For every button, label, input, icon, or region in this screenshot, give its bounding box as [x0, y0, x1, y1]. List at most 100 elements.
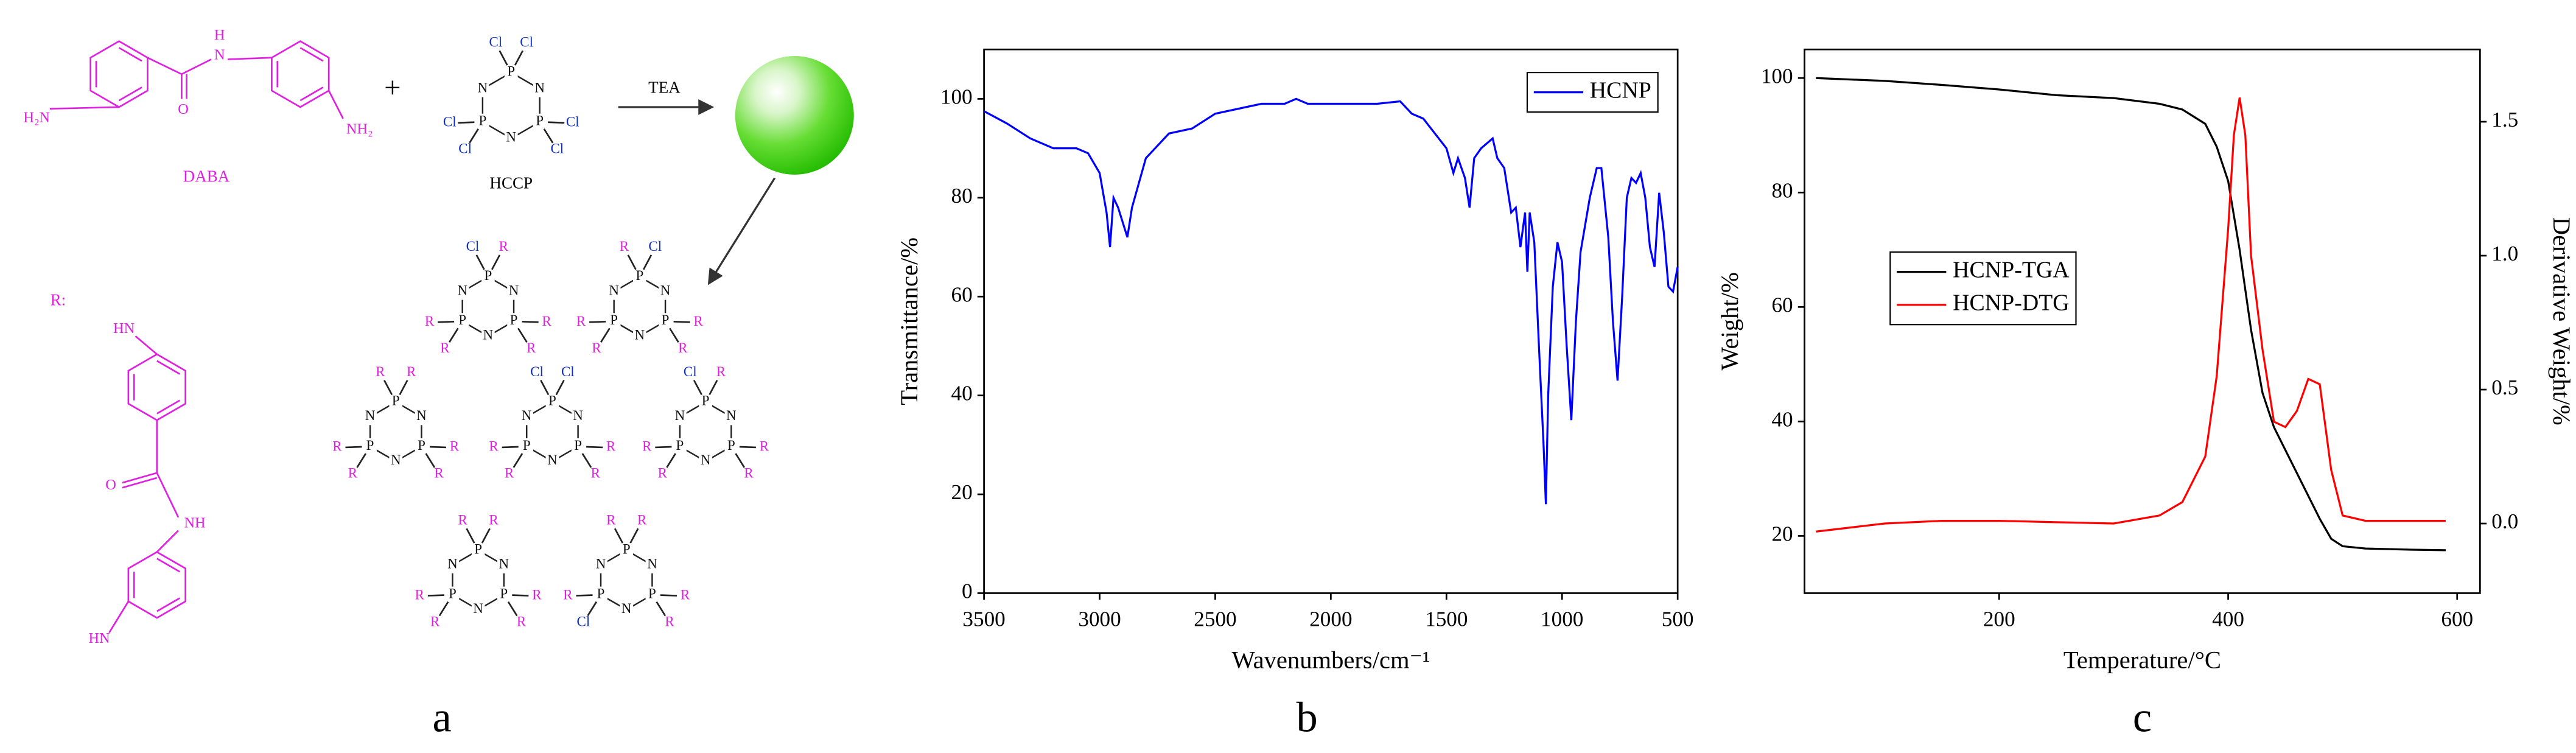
atom-bg: [620, 601, 634, 618]
atom-bg: [533, 113, 547, 130]
x-tick-label: 3000: [1078, 608, 1121, 631]
panel-label: b: [1297, 694, 1318, 741]
bond: [709, 379, 718, 396]
bond: [122, 477, 158, 489]
atom-label: R: [642, 439, 652, 454]
y-tick-label: 100: [940, 85, 973, 108]
atom-label: N: [478, 80, 488, 95]
atom-bg: [471, 542, 485, 559]
atom-label: R: [527, 340, 536, 355]
bond: [466, 528, 475, 544]
legend-box: [1889, 251, 2077, 326]
atom-label: P: [366, 438, 374, 453]
bond: [735, 453, 746, 468]
x-tick-label: 1000: [1541, 608, 1583, 631]
bond: [629, 528, 639, 544]
atom-bg: [455, 283, 469, 300]
atom-label: P: [536, 113, 544, 128]
atom-bg: [724, 408, 738, 426]
y-tick-label: 80: [951, 184, 972, 208]
atom-label: R: [606, 513, 616, 528]
atom-label: N: [675, 408, 685, 423]
bond: [499, 50, 508, 66]
x-tick-label: 500: [1662, 608, 1694, 631]
ring: [481, 71, 541, 139]
atom-label: N: [534, 80, 545, 95]
atom-label: P: [610, 312, 618, 327]
bond: [540, 379, 550, 396]
atom-label: HN: [113, 320, 135, 337]
atom-bg: [545, 393, 559, 410]
atom-label: N: [621, 601, 632, 616]
atom-bg: [446, 556, 460, 573]
atom-label: Cl: [684, 364, 697, 379]
atom-label: P: [574, 438, 582, 453]
atom-label: Cl: [466, 239, 480, 254]
bond: [156, 558, 180, 573]
atom-label: P: [484, 268, 492, 283]
atom-bg: [699, 453, 712, 470]
atom-label: P: [635, 268, 643, 283]
atom-bg: [504, 64, 518, 81]
atom-label: H: [214, 27, 225, 43]
atom-bg: [607, 283, 621, 300]
bond: [118, 47, 142, 62]
y-tick-label: 60: [951, 282, 972, 306]
bond: [156, 530, 179, 553]
bond: [517, 327, 528, 343]
y-axis-title: Weight/%: [1716, 272, 1743, 370]
x-tick-label: 2500: [1194, 608, 1236, 631]
bond: [481, 528, 491, 544]
atom-label: P: [500, 586, 508, 601]
bond: [156, 399, 180, 415]
bond: [522, 320, 539, 323]
atom-bg: [571, 438, 585, 455]
atom-label: P: [458, 312, 466, 327]
y-tick-label: 0: [962, 580, 973, 603]
atom-label: P: [510, 312, 518, 327]
bond: [156, 360, 180, 375]
x-axis-title: Temperature/°C: [2063, 646, 2221, 673]
data-line: [1816, 77, 2446, 552]
atom-bg: [415, 408, 429, 426]
bond: [383, 379, 393, 396]
atom-label: Cl: [648, 239, 662, 254]
x-tick-label: 400: [2212, 608, 2244, 631]
atom-bg: [571, 408, 585, 426]
atom-label: R: [592, 340, 601, 355]
legend-label: HCNP: [1590, 77, 1651, 103]
bond: [548, 121, 565, 124]
atom-label: N: [509, 282, 519, 298]
bond: [228, 57, 272, 60]
y-tick-label: 0.5: [2491, 376, 2518, 399]
atom-bg: [594, 556, 607, 573]
bond: [512, 594, 529, 597]
atom-label: N: [726, 408, 737, 423]
atom-bg: [507, 283, 520, 300]
atom-label: N: [473, 601, 483, 616]
atom-label: P: [474, 541, 482, 556]
atom-bg: [520, 408, 534, 426]
atom-label: R: [499, 239, 509, 254]
bond: [181, 58, 212, 75]
legend-label: HCNP-DTG: [1953, 290, 2069, 315]
y-tick-label: 60: [1771, 293, 1793, 317]
atom-label: Cl: [489, 35, 502, 50]
atom-label: N: [701, 452, 711, 468]
atom-label: R: [434, 466, 444, 481]
atom-label: R: [716, 364, 726, 379]
bond: [656, 601, 667, 617]
y-tick-label: 40: [1771, 407, 1793, 431]
arrow: [707, 177, 776, 285]
bond: [299, 86, 324, 102]
bond: [425, 453, 436, 468]
atom-bg: [659, 313, 672, 330]
atom-label: P: [702, 393, 710, 408]
atom-label: Cl: [458, 141, 472, 156]
y2-axis-title: Derivative Weight/%: [2548, 217, 2575, 426]
atom-label: R: [425, 313, 435, 329]
atom-label: R: [542, 313, 551, 329]
bond: [156, 597, 180, 612]
bond: [627, 254, 637, 270]
atom-label: R: [658, 466, 668, 481]
